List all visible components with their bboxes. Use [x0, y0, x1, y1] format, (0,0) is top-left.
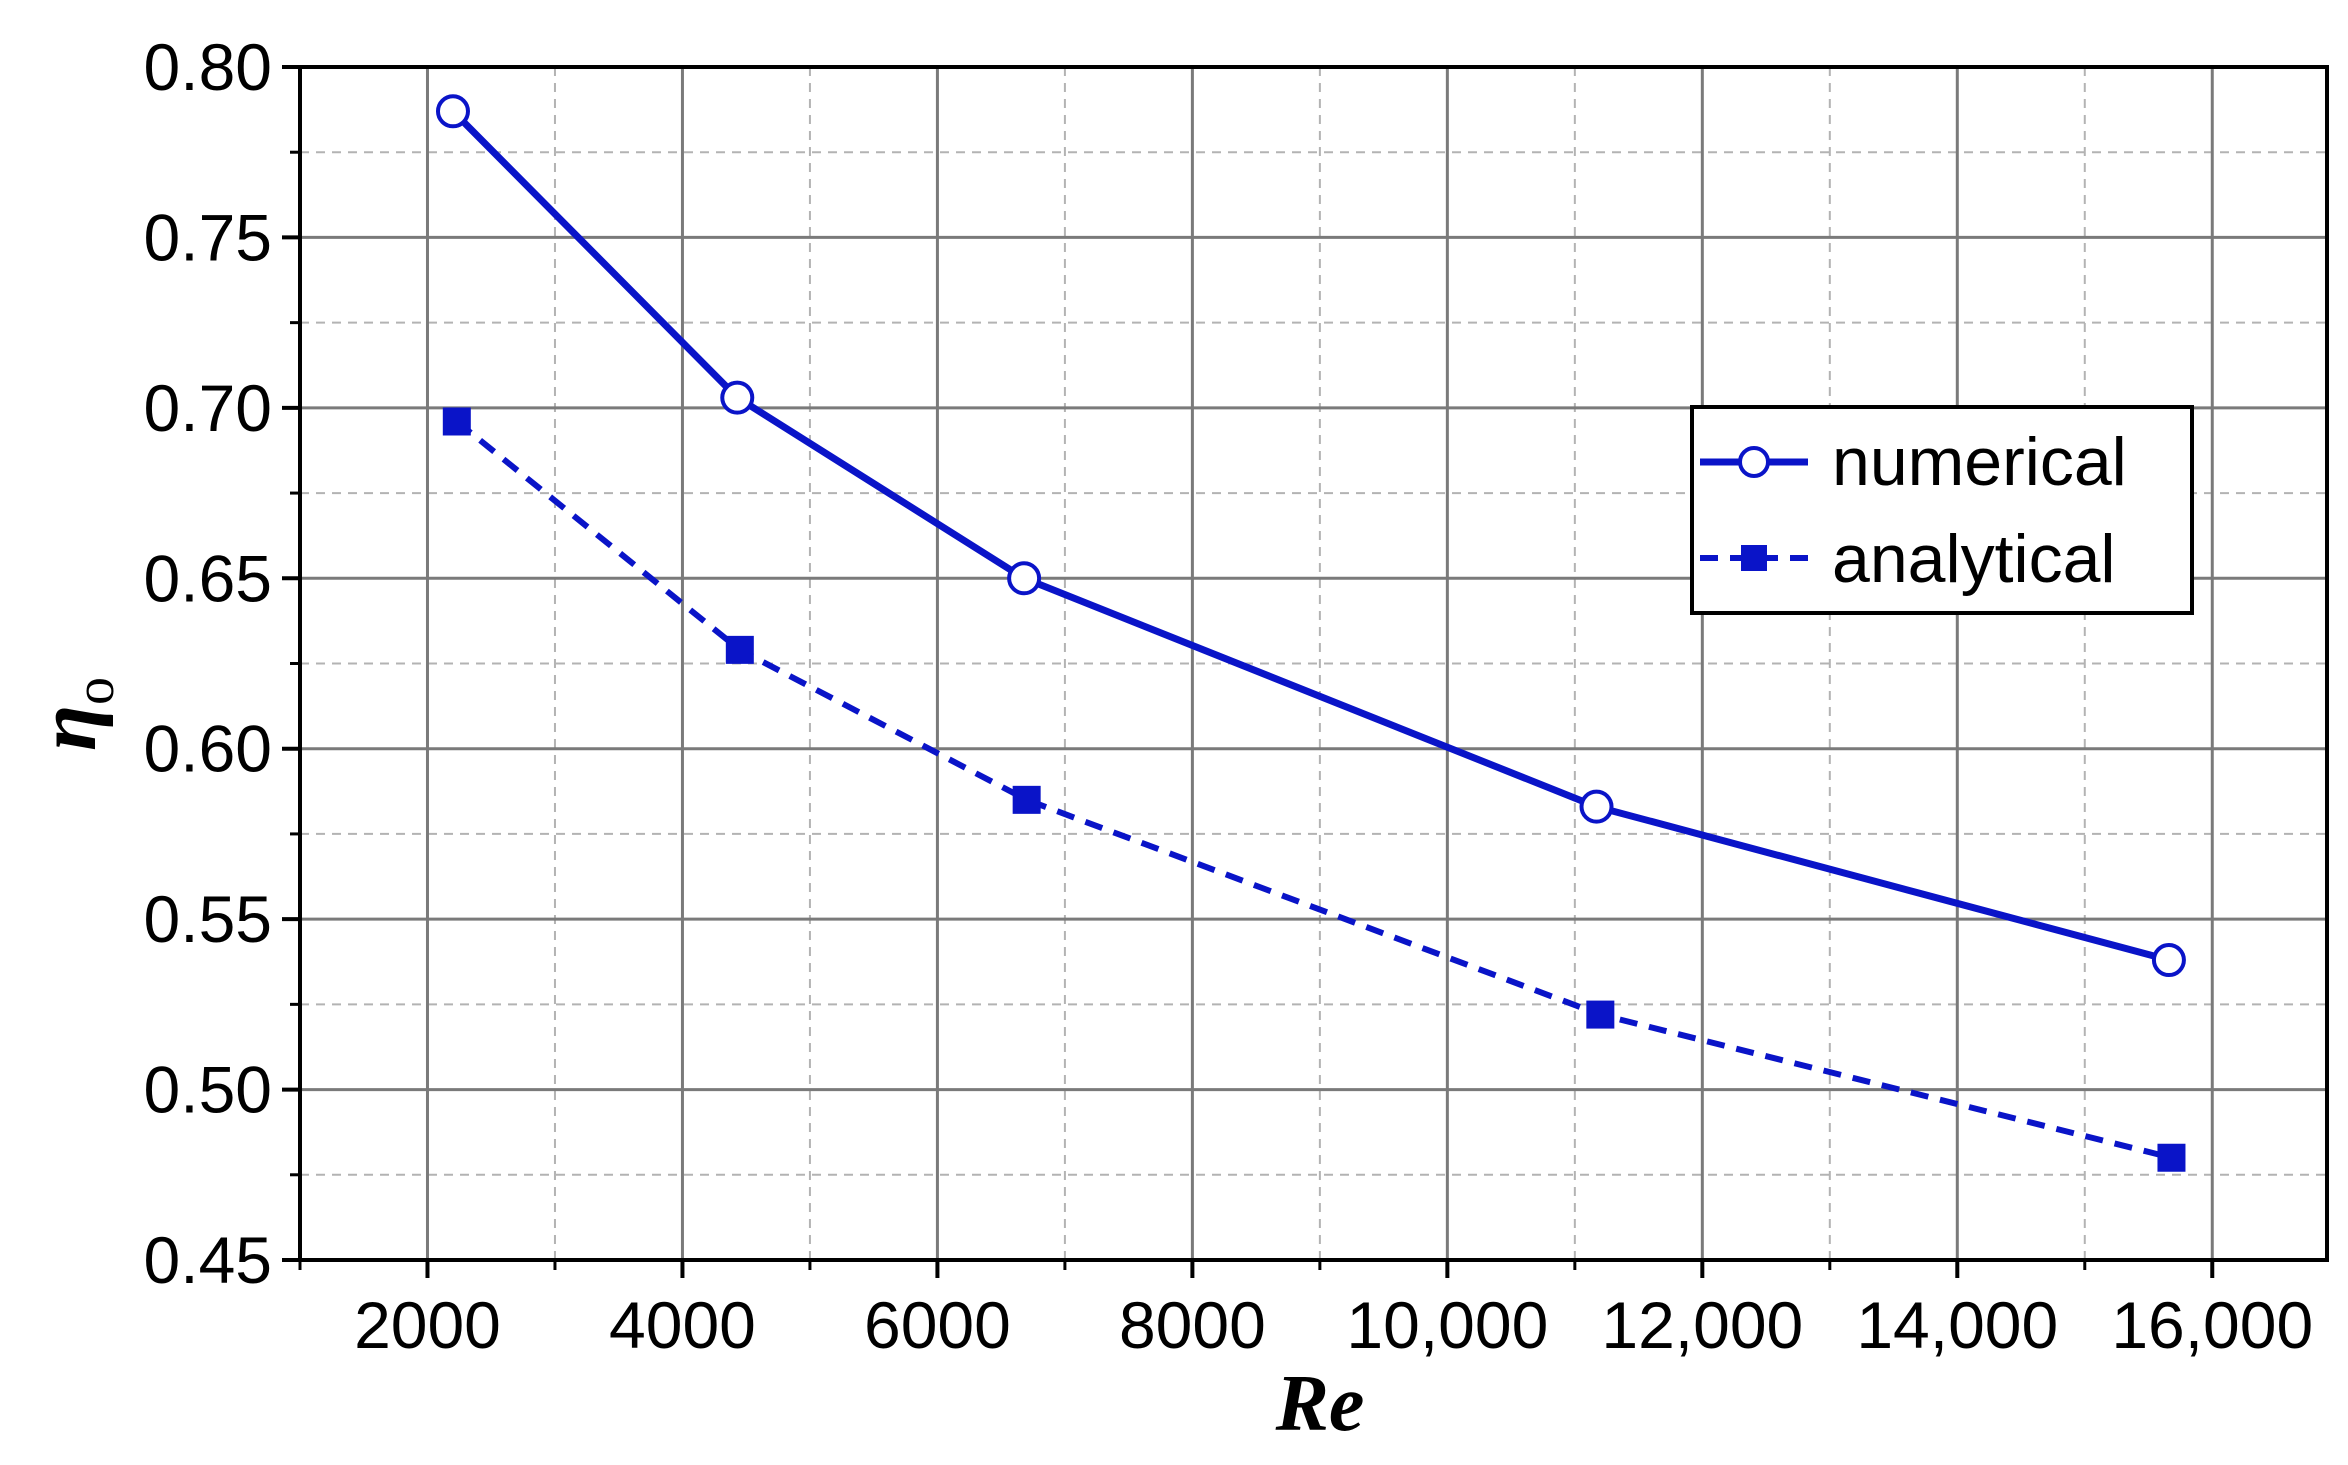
legend-entry-analytical: analytical [1700, 521, 2116, 597]
point-numerical [1579, 789, 1614, 824]
point-numerical [1007, 561, 1042, 596]
y-tick-label: 0.65 [144, 541, 272, 615]
legend-label-numerical: numerical [1832, 424, 2127, 500]
x-tick-label: 10,000 [1346, 1288, 1548, 1362]
x-axis-title: Re [1275, 1360, 1365, 1448]
y-tick-label: 0.45 [144, 1223, 272, 1297]
y-tick-label: 0.55 [144, 882, 272, 956]
legend-box [1690, 405, 2194, 615]
minor-gridlines [300, 67, 2327, 1260]
x-tick-labels: 2000 4000 6000 8000 10,000 12,000 14,000 16,000 [354, 1288, 2313, 1362]
point-analytical [2157, 1143, 2186, 1172]
x-tick-label: 2000 [354, 1288, 501, 1362]
x-tick-label: 12,000 [1601, 1288, 1803, 1362]
x-tick-label: 4000 [609, 1288, 756, 1362]
series-line-analytical [454, 419, 2173, 1161]
y-tick-label: 0.50 [144, 1053, 272, 1127]
point-analytical [442, 407, 471, 436]
point-numerical [720, 380, 755, 415]
y-tick-labels: 0.45 0.50 0.55 0.60 0.65 0.70 0.75 0.80 [144, 30, 272, 1297]
point-analytical [725, 635, 754, 664]
y-tick-label: 0.60 [144, 712, 272, 786]
point-numerical [435, 94, 470, 129]
legend: numerical analytical [1690, 405, 2194, 615]
y-axis-title: ηo [21, 677, 126, 751]
y-axis-title-main: η [21, 705, 114, 751]
y-tick-label: 0.80 [144, 30, 272, 104]
y-axis-title-subscript: o [64, 677, 126, 705]
x-tick-label: 14,000 [1856, 1288, 2058, 1362]
legend-entry-numerical: numerical [1700, 424, 2127, 500]
y-tick-label: 0.70 [144, 371, 272, 445]
y-tick-label: 0.75 [144, 200, 272, 274]
legend-marker-numerical [1738, 446, 1770, 478]
legend-label-analytical: analytical [1832, 521, 2116, 597]
point-analytical [1586, 1000, 1615, 1029]
series-layer [435, 94, 2186, 1172]
legend-marker-analytical [1741, 545, 1767, 571]
x-tick-label: 6000 [864, 1288, 1011, 1362]
axis-ticks [282, 65, 2215, 1278]
svg-text:ηo: ηo [21, 677, 126, 751]
x-tick-label: 8000 [1119, 1288, 1266, 1362]
point-analytical [1012, 785, 1041, 814]
x-tick-label: 16,000 [2111, 1288, 2313, 1362]
point-numerical [2151, 943, 2186, 978]
